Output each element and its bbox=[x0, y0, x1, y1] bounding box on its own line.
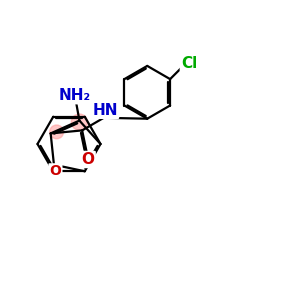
Text: HN: HN bbox=[92, 103, 118, 118]
Text: NH₂: NH₂ bbox=[59, 88, 91, 103]
Circle shape bbox=[71, 114, 88, 130]
Text: O: O bbox=[50, 164, 61, 178]
Circle shape bbox=[50, 125, 64, 139]
Text: O: O bbox=[82, 152, 94, 167]
Text: Cl: Cl bbox=[181, 56, 197, 71]
